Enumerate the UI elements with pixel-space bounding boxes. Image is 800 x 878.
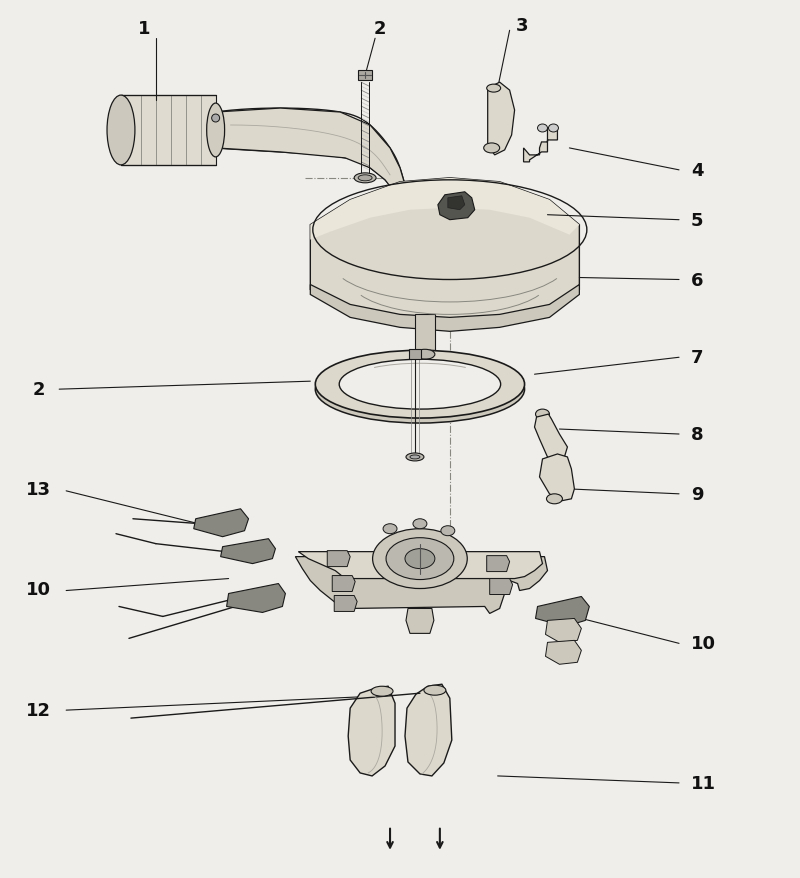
Ellipse shape [546, 494, 562, 504]
Ellipse shape [212, 115, 220, 123]
Ellipse shape [358, 176, 372, 182]
Polygon shape [448, 197, 465, 211]
Polygon shape [332, 576, 355, 592]
Polygon shape [310, 178, 579, 320]
Ellipse shape [206, 104, 225, 158]
Text: 10: 10 [26, 579, 51, 598]
Polygon shape [310, 285, 579, 332]
Polygon shape [358, 71, 372, 81]
Text: 9: 9 [691, 486, 703, 503]
Polygon shape [216, 109, 405, 205]
Polygon shape [405, 685, 452, 776]
Polygon shape [226, 584, 286, 613]
Ellipse shape [484, 144, 500, 154]
Polygon shape [535, 597, 590, 627]
Ellipse shape [383, 524, 397, 534]
Polygon shape [523, 129, 558, 162]
Text: 5: 5 [691, 212, 703, 229]
Polygon shape [310, 178, 579, 241]
Polygon shape [221, 539, 275, 564]
Polygon shape [486, 556, 510, 572]
Ellipse shape [549, 125, 558, 133]
Text: 11: 11 [691, 774, 716, 792]
Text: 7: 7 [691, 349, 703, 367]
Polygon shape [490, 579, 513, 594]
Polygon shape [438, 192, 474, 220]
Ellipse shape [535, 410, 550, 420]
Polygon shape [194, 509, 249, 537]
Ellipse shape [315, 356, 525, 423]
Polygon shape [488, 83, 514, 155]
Text: 2: 2 [374, 20, 386, 39]
Polygon shape [409, 350, 421, 360]
Polygon shape [298, 552, 542, 579]
Ellipse shape [405, 549, 435, 569]
Text: 6: 6 [691, 271, 703, 289]
Polygon shape [534, 414, 567, 462]
Ellipse shape [406, 453, 424, 462]
Polygon shape [327, 551, 350, 567]
Polygon shape [121, 96, 216, 166]
Polygon shape [295, 557, 547, 614]
Polygon shape [546, 619, 582, 643]
Text: 1: 1 [138, 20, 150, 39]
Ellipse shape [373, 529, 467, 589]
Ellipse shape [415, 350, 435, 360]
Ellipse shape [486, 85, 501, 93]
Ellipse shape [107, 96, 135, 166]
Ellipse shape [354, 174, 376, 184]
Ellipse shape [410, 456, 420, 459]
Polygon shape [546, 641, 582, 665]
Text: 13: 13 [26, 480, 51, 499]
Text: 10: 10 [691, 635, 716, 652]
Polygon shape [415, 315, 435, 355]
Polygon shape [539, 455, 574, 501]
Text: 3: 3 [515, 18, 528, 35]
Ellipse shape [371, 687, 393, 696]
Text: 2: 2 [33, 381, 46, 399]
Ellipse shape [339, 360, 501, 410]
Ellipse shape [315, 351, 525, 419]
Ellipse shape [538, 125, 547, 133]
Polygon shape [406, 608, 434, 634]
Text: 4: 4 [691, 162, 703, 180]
Text: 12: 12 [26, 702, 51, 719]
Ellipse shape [441, 526, 455, 536]
Polygon shape [348, 687, 395, 776]
Text: 8: 8 [691, 426, 704, 443]
Ellipse shape [386, 538, 454, 579]
Ellipse shape [413, 519, 427, 529]
Polygon shape [334, 596, 357, 612]
Ellipse shape [424, 686, 446, 695]
